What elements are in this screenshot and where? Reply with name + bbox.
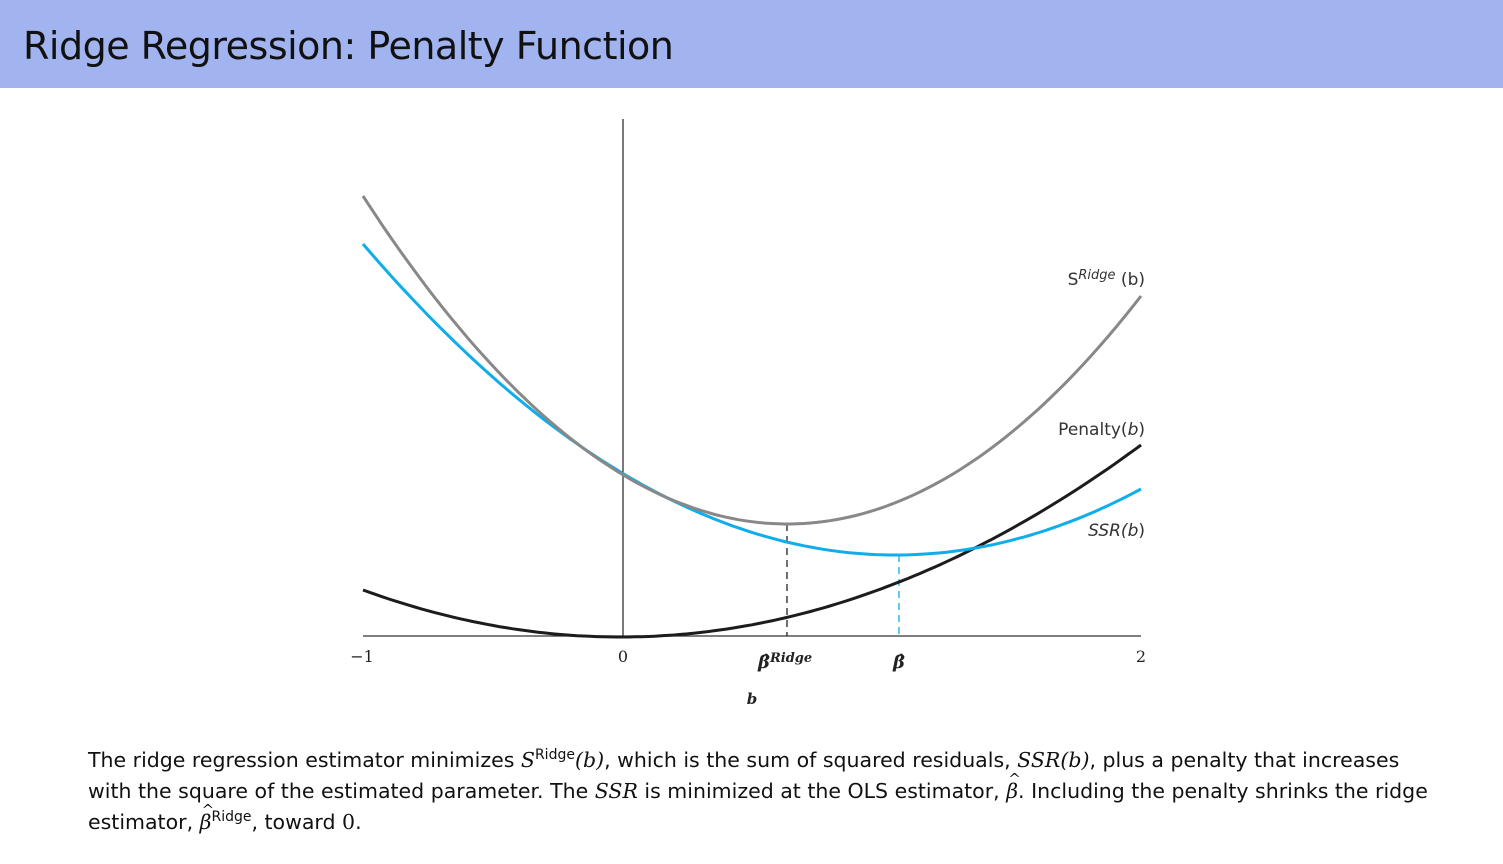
caption: The ridge regression estimator minimizes… [88, 745, 1428, 838]
ssr-label: SSR(b) [1088, 521, 1145, 541]
ssr-label-arg: b [1128, 521, 1139, 541]
caption-text-4: is minimized at the OLS estimator, [637, 779, 1007, 803]
ssr-label-base: SSR( [1088, 521, 1129, 541]
caption-text-6: , toward [251, 810, 343, 834]
s-ridge-curve [361, 195, 1143, 526]
beta-ridge-sup: Ridge [769, 651, 812, 666]
header-bar: Ridge Regression: Penalty Function [0, 0, 1503, 88]
penalty-diagram: −1 0 2 β̂Ridge β̂ b SRidge (b) Penalty(b… [350, 119, 1146, 708]
s-ridge-label-base: S [1068, 270, 1079, 290]
caption-zero: 0 [342, 810, 356, 834]
caption-s-arg: (b) [574, 748, 605, 772]
penalty-label-arg: b [1128, 420, 1139, 440]
caption-beta-hat: β [1006, 764, 1020, 807]
penalty-curve [362, 443, 1142, 639]
caption-text-1: The ridge regression estimator minimizes [88, 748, 521, 772]
s-ridge-label-sup: Ridge [1078, 268, 1115, 283]
caption-ssr-b: SSR(b) [1017, 748, 1090, 772]
beta-ols-marker: β̂ [892, 652, 905, 673]
x-axis-label: b [747, 690, 758, 708]
tick-label-2: 2 [1136, 647, 1146, 666]
caption-beta-hat-ridge: β [200, 795, 214, 838]
penalty-label-close: ) [1138, 420, 1145, 440]
penalty-label: Penalty(b) [1058, 420, 1145, 440]
page-title: Ridge Regression: Penalty Function [23, 24, 674, 68]
tick-label-0: 0 [618, 647, 628, 666]
penalty-label-base: Penalty( [1058, 420, 1127, 440]
caption-text-2: , which is the sum of squared residuals, [604, 748, 1018, 772]
beta-ridge-symbol: β̂ [757, 652, 770, 673]
s-ridge-label-arg: (b) [1116, 270, 1145, 290]
caption-text-7: . [355, 810, 362, 834]
s-ridge-label: SRidge (b) [1068, 268, 1145, 290]
caption-sup-ridge-2: Ridge [211, 809, 252, 825]
caption-ssr: SSR [594, 779, 638, 803]
caption-text-5: . Including the penalty shrinks the ridg… [88, 779, 1428, 834]
ssr-label-close: ) [1138, 521, 1145, 541]
caption-text-3: , plus a penalty that increases with the… [88, 748, 1400, 803]
ssr-curve [361, 243, 1142, 557]
tick-label-minus-1: −1 [350, 647, 374, 666]
caption-s: S [520, 748, 535, 772]
caption-sup-ridge: Ridge [534, 747, 575, 763]
beta-ridge-marker: β̂Ridge [757, 651, 812, 673]
